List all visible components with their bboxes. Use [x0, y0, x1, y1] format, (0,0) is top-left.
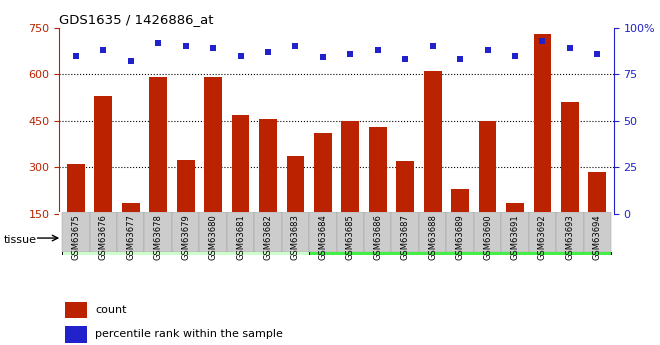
Bar	[62, 221, 309, 255]
Bar	[337, 212, 364, 252]
Bar	[227, 212, 254, 252]
Point	[455, 57, 465, 62]
Bar	[259, 119, 277, 260]
Text: GSM63686: GSM63686	[374, 214, 382, 260]
Text: GSM63687: GSM63687	[401, 214, 410, 260]
Bar	[419, 212, 446, 252]
Point	[428, 43, 438, 49]
Bar	[314, 133, 332, 260]
Bar	[533, 34, 551, 260]
Point	[317, 55, 328, 60]
Bar	[282, 212, 309, 252]
Bar	[65, 302, 87, 318]
Bar	[149, 77, 167, 260]
Text: GSM63693: GSM63693	[566, 214, 574, 260]
Point	[592, 51, 603, 57]
Text: dorsal root ganglion: dorsal root ganglion	[130, 233, 242, 243]
Bar	[145, 212, 172, 252]
Bar	[583, 212, 611, 252]
Text: GSM63676: GSM63676	[99, 214, 108, 260]
Bar	[446, 212, 474, 252]
Text: GSM63692: GSM63692	[538, 214, 547, 260]
Bar	[177, 159, 195, 260]
Text: nodose root ganglion: nodose root ganglion	[401, 233, 519, 243]
Bar	[286, 156, 304, 260]
Bar	[254, 212, 282, 252]
Text: percentile rank within the sample: percentile rank within the sample	[96, 329, 283, 339]
Bar	[67, 164, 84, 260]
Text: GDS1635 / 1426886_at: GDS1635 / 1426886_at	[59, 13, 214, 27]
Bar	[122, 203, 140, 260]
Text: GSM63690: GSM63690	[483, 214, 492, 260]
Point	[290, 43, 301, 49]
Point	[98, 47, 109, 53]
Text: GSM63685: GSM63685	[346, 214, 355, 260]
Point	[482, 47, 493, 53]
Text: count: count	[96, 305, 127, 315]
Bar	[391, 212, 419, 252]
Text: GSM63682: GSM63682	[263, 214, 273, 260]
Bar	[396, 161, 414, 260]
Text: GSM63684: GSM63684	[318, 214, 327, 260]
Bar	[90, 212, 117, 252]
Bar	[556, 212, 583, 252]
Bar	[424, 71, 442, 260]
Point	[71, 53, 81, 58]
Point	[510, 53, 520, 58]
Bar	[232, 115, 249, 260]
Bar	[199, 212, 227, 252]
Bar	[172, 212, 199, 252]
Bar	[502, 212, 529, 252]
Bar	[117, 212, 145, 252]
Point	[208, 45, 218, 51]
Bar	[364, 212, 391, 252]
Point	[372, 47, 383, 53]
Bar	[451, 189, 469, 260]
Text: GSM63679: GSM63679	[181, 214, 190, 260]
Bar	[506, 203, 524, 260]
Bar	[589, 172, 607, 260]
Text: GSM63680: GSM63680	[209, 214, 218, 260]
Bar	[478, 121, 496, 260]
Point	[263, 49, 273, 55]
Point	[235, 53, 246, 58]
Bar	[474, 212, 502, 252]
Text: tissue: tissue	[3, 235, 36, 245]
Bar	[561, 102, 579, 260]
Bar	[204, 77, 222, 260]
Point	[153, 40, 164, 45]
Bar	[341, 121, 359, 260]
Text: GSM63683: GSM63683	[291, 214, 300, 260]
Point	[564, 45, 575, 51]
Bar	[62, 212, 90, 252]
Bar	[529, 212, 556, 252]
Text: GSM63691: GSM63691	[510, 214, 519, 260]
Point	[400, 57, 411, 62]
Point	[125, 58, 136, 64]
Bar	[65, 326, 87, 343]
Point	[180, 43, 191, 49]
Text: GSM63689: GSM63689	[455, 214, 465, 260]
Text: GSM63677: GSM63677	[126, 214, 135, 260]
Bar	[309, 221, 611, 255]
Text: GSM63681: GSM63681	[236, 214, 245, 260]
Point	[345, 51, 356, 57]
Point	[537, 38, 548, 43]
Text: GSM63678: GSM63678	[154, 214, 163, 260]
Bar	[94, 96, 112, 260]
Text: GSM63694: GSM63694	[593, 214, 602, 260]
Text: GSM63688: GSM63688	[428, 214, 437, 260]
Bar	[369, 127, 387, 260]
Text: GSM63675: GSM63675	[71, 214, 81, 260]
Bar	[309, 212, 337, 252]
